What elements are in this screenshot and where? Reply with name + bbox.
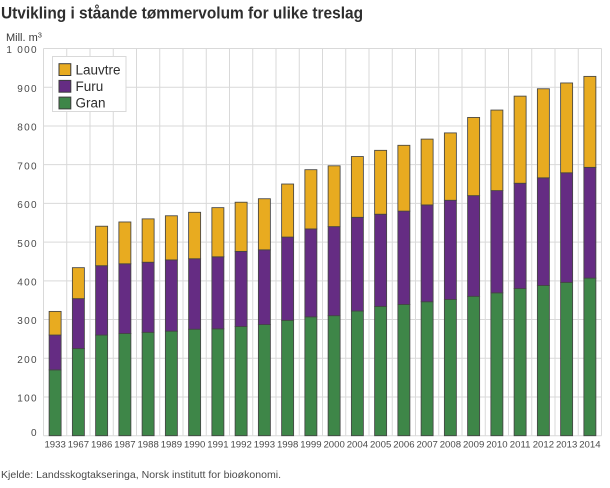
svg-text:2004: 2004 (347, 440, 369, 451)
svg-text:600: 600 (17, 200, 38, 211)
svg-text:Mill. m3: Mill. m3 (6, 30, 42, 44)
svg-text:1991: 1991 (207, 440, 228, 451)
svg-text:2012: 2012 (533, 440, 554, 451)
svg-text:Kjelde: Landsskogtakseringa, N: Kjelde: Landsskogtakseringa, Norsk insti… (1, 469, 281, 481)
svg-text:1993: 1993 (254, 440, 275, 451)
svg-text:2008: 2008 (440, 440, 461, 451)
svg-text:2014: 2014 (579, 440, 601, 451)
svg-text:200: 200 (17, 355, 38, 366)
svg-text:2006: 2006 (393, 440, 414, 451)
svg-text:1990: 1990 (184, 440, 205, 451)
svg-text:1989: 1989 (161, 440, 182, 451)
svg-text:1999: 1999 (300, 440, 321, 451)
svg-text:2005: 2005 (370, 440, 391, 451)
svg-text:2000: 2000 (323, 440, 344, 451)
svg-text:2010: 2010 (486, 440, 507, 451)
svg-text:800: 800 (17, 123, 38, 134)
svg-text:2007: 2007 (416, 440, 437, 451)
svg-text:1967: 1967 (68, 440, 89, 451)
svg-text:2013: 2013 (556, 440, 577, 451)
svg-text:Furu: Furu (76, 79, 104, 94)
svg-text:300: 300 (17, 316, 38, 327)
svg-text:400: 400 (17, 278, 38, 289)
svg-text:500: 500 (17, 239, 38, 250)
svg-text:2011: 2011 (510, 440, 531, 451)
svg-text:Lauvtre: Lauvtre (76, 62, 121, 77)
svg-text:Utvikling i ståande tømmervolu: Utvikling i ståande tømmervolum for ulik… (1, 4, 363, 23)
svg-text:100: 100 (17, 394, 38, 405)
svg-text:Gran: Gran (76, 96, 106, 111)
svg-text:700: 700 (17, 161, 38, 172)
svg-text:1992: 1992 (230, 440, 251, 451)
svg-text:1987: 1987 (114, 440, 135, 451)
svg-text:0: 0 (31, 428, 38, 439)
svg-text:2009: 2009 (463, 440, 484, 451)
svg-text:1933: 1933 (44, 440, 65, 451)
svg-text:1 000: 1 000 (6, 45, 38, 56)
svg-text:1988: 1988 (137, 440, 158, 451)
svg-text:1998: 1998 (277, 440, 298, 451)
svg-text:1986: 1986 (91, 440, 112, 451)
svg-text:900: 900 (17, 84, 38, 95)
